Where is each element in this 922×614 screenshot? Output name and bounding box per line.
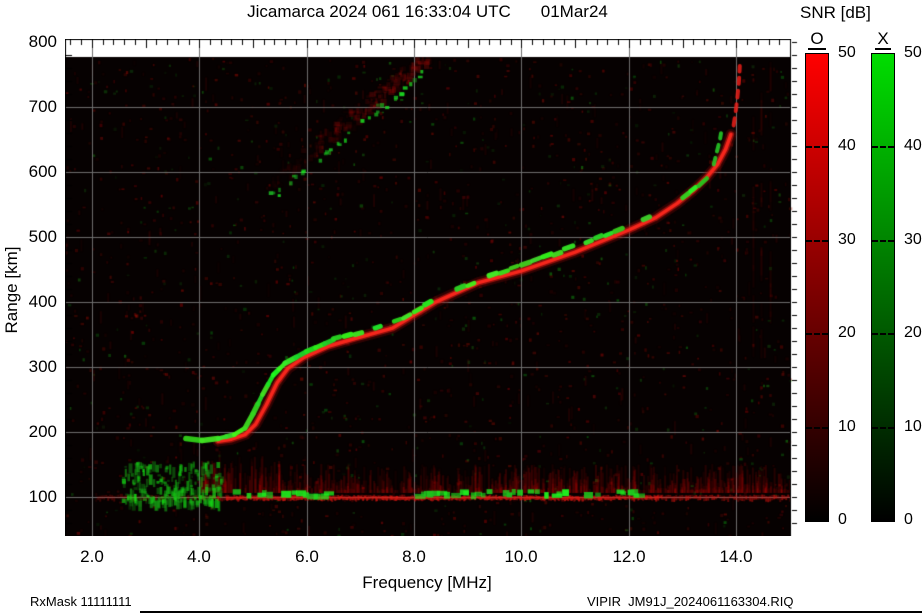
o-colorbar-tick: 0 (838, 511, 847, 528)
chart-title: Jicamarca 2024 061 16:33:04 UTC (247, 2, 511, 21)
x-tick-label: 14.0 (719, 547, 753, 566)
o-colorbar-tick: 30 (838, 231, 856, 248)
x-colorbar (871, 53, 895, 522)
colorbar-tick-dash (806, 427, 828, 429)
chart-date: 01Mar24 (540, 2, 608, 21)
y-tick-label: 600 (28, 162, 57, 181)
y-tick-label: 400 (28, 292, 57, 311)
colorbar-tick-dash (806, 333, 828, 335)
y-tick-label: 800 (28, 32, 57, 51)
x-tick-label: 8.0 (402, 547, 426, 566)
y-tick-label: 300 (28, 357, 57, 376)
y-tick-label: 700 (28, 97, 57, 116)
x-colorbar-tick: 50 (904, 44, 922, 61)
x-colorbar-tick: 30 (904, 231, 922, 248)
colorbar-tick-dash (872, 427, 894, 429)
x-colorbar-tick: 20 (904, 324, 922, 341)
y-axis-label: Range [km] (2, 246, 21, 334)
o-colorbar-tick: 10 (838, 418, 856, 435)
o-colorbar (805, 53, 829, 522)
x-colorbar-tick: 40 (904, 137, 922, 154)
o-colorbar-tick: 20 (838, 324, 856, 341)
x-colorbar-tick: 10 (904, 418, 922, 435)
o-colorbar-tick: 50 (838, 44, 856, 61)
colorbar-tick-dash (872, 146, 894, 148)
y-tick-label: 500 (28, 227, 57, 246)
bottom-rule (140, 611, 922, 613)
y-tick-label: 100 (28, 487, 57, 506)
colorbar-tick-dash (872, 333, 894, 335)
o-colorbar-gradient (806, 54, 828, 521)
x-tick-label: 6.0 (295, 547, 319, 566)
x-mode-label: X (875, 29, 891, 50)
ionogram-canvas (65, 39, 798, 536)
footer-filename: VIPIR JM91J_2024061163304.RIQ (587, 594, 794, 609)
x-tick-label: 4.0 (187, 547, 211, 566)
o-colorbar-tick: 40 (838, 137, 856, 154)
colorbar-title: SNR [dB] (800, 3, 871, 22)
page-title: Jicamarca 2024 061 16:33:04 UTC 01Mar24 (0, 2, 855, 22)
x-colorbar-gradient (872, 54, 894, 521)
colorbar-tick-dash (806, 240, 828, 242)
x-tick-label: 2.0 (80, 547, 104, 566)
colorbar-tick-dash (872, 240, 894, 242)
y-tick-label: 200 (28, 422, 57, 441)
colorbar-tick-dash (806, 146, 828, 148)
x-tick-label: 12.0 (612, 547, 646, 566)
o-mode-label: O (808, 29, 826, 50)
x-axis-label: Frequency [MHz] (362, 573, 492, 592)
x-tick-label: 10.0 (504, 547, 538, 566)
x-colorbar-tick: 0 (904, 511, 913, 528)
footer-rxmask: RxMask 11111111 (30, 594, 132, 609)
